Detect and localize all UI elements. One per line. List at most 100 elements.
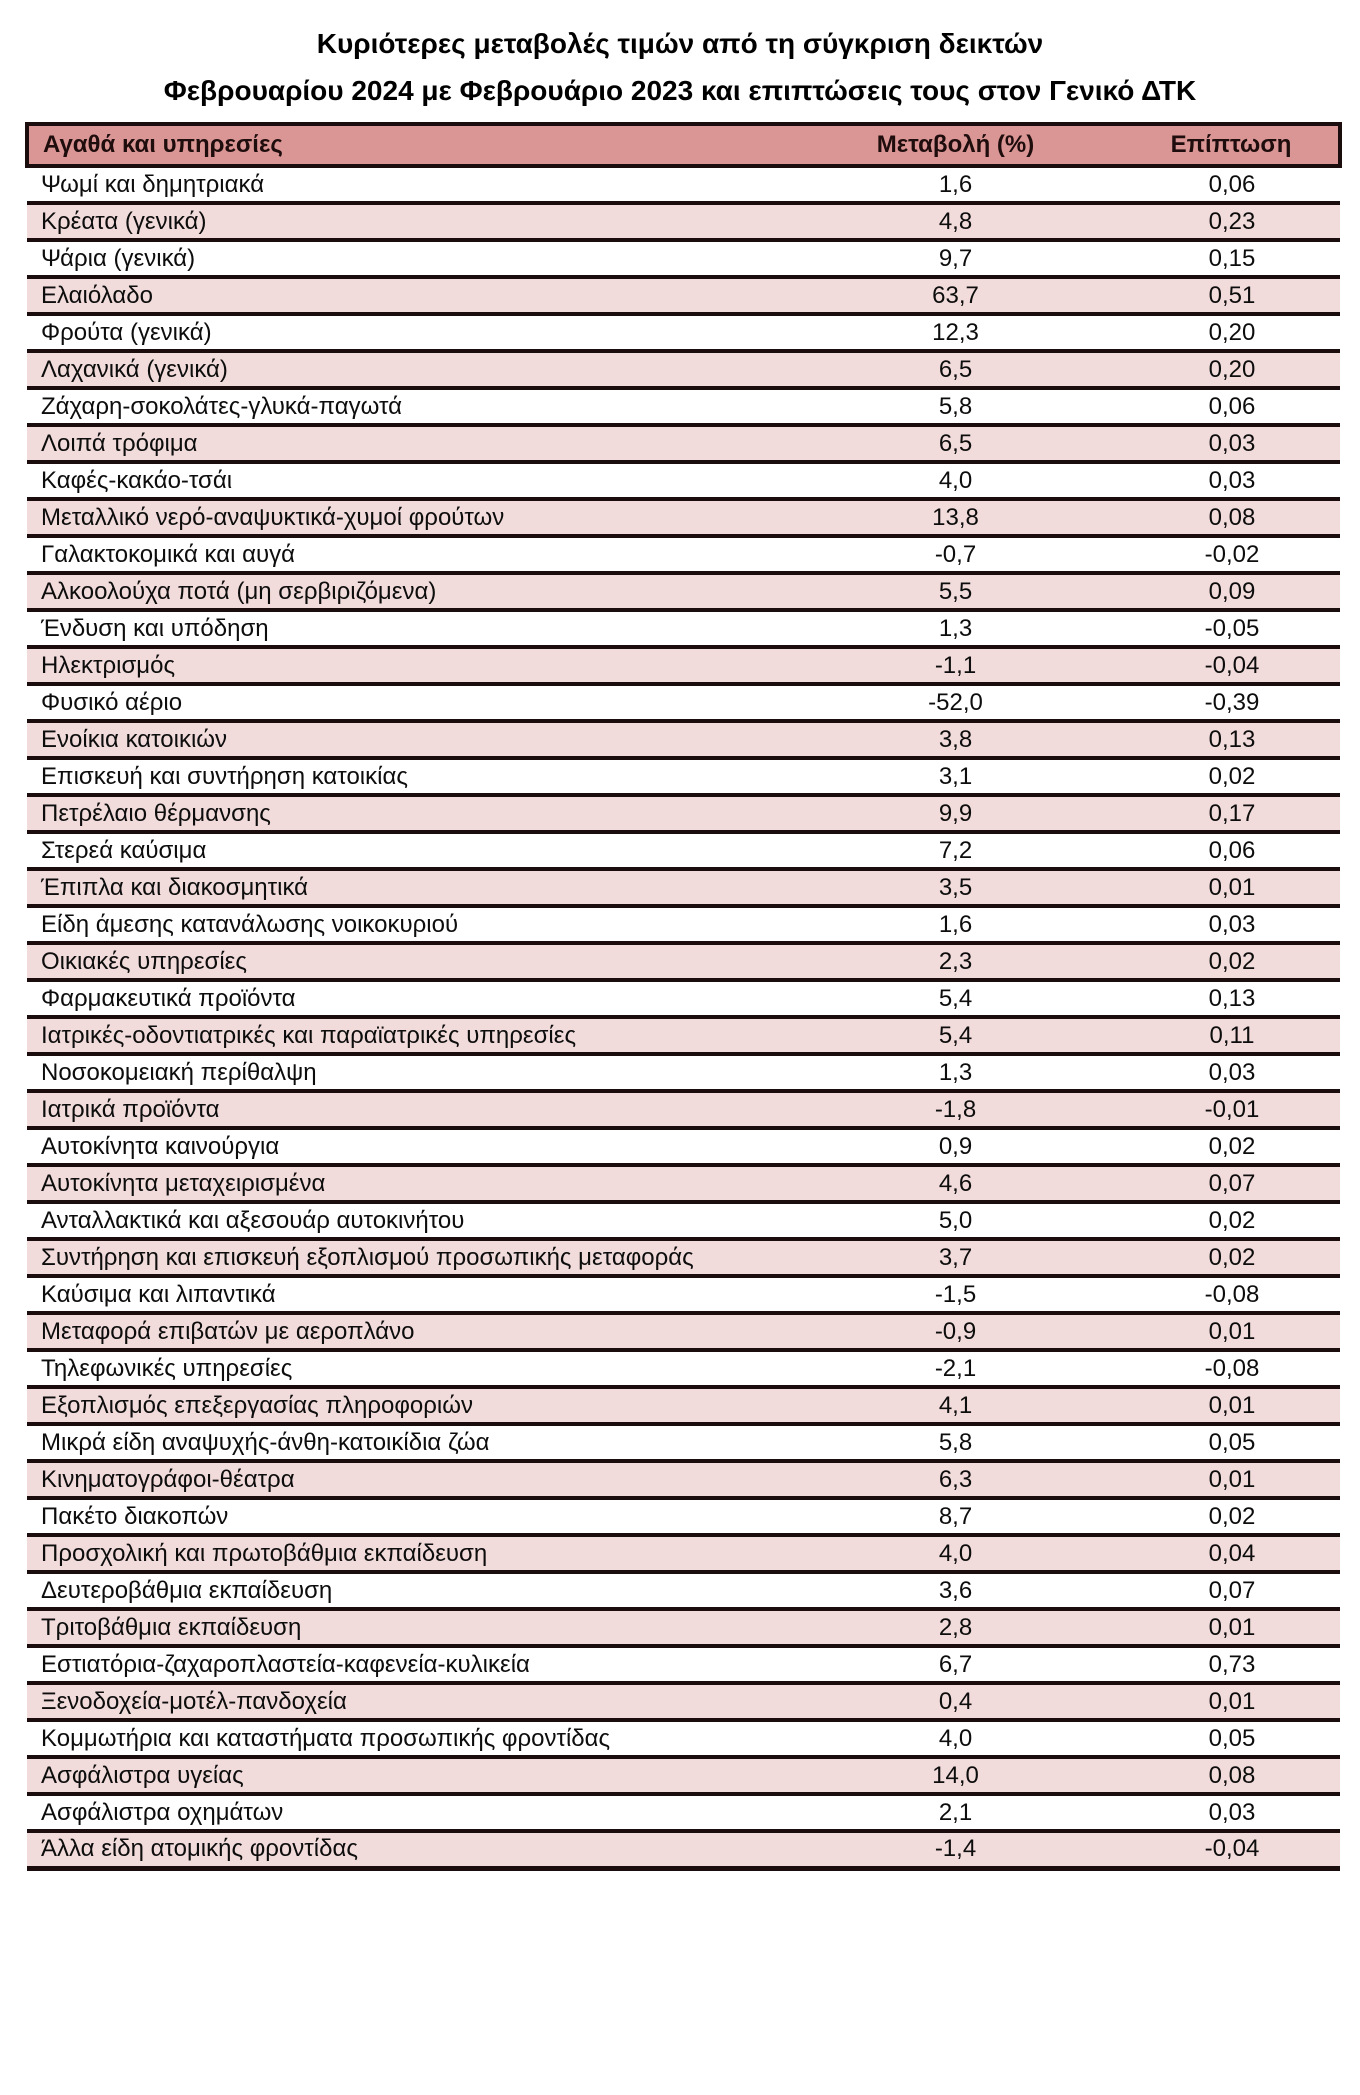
row-change-value: 6,3 — [787, 1461, 1124, 1500]
table-row: Μεταφορά επιβατών με αεροπλάνο -0,9 0,01 — [27, 1313, 1340, 1352]
row-impact-value: 0,01 — [1124, 1313, 1340, 1352]
row-label: Γαλακτοκομικά και αυγά — [27, 536, 787, 575]
row-impact-value: 0,06 — [1124, 388, 1340, 427]
table-row: Προσχολική και πρωτοβάθμια εκπαίδευση 4,0… — [27, 1535, 1340, 1574]
table-row: Ελαιόλαδο 63,7 0,51 — [27, 277, 1340, 316]
row-impact-value: 0,01 — [1124, 869, 1340, 908]
row-impact-value: -0,08 — [1124, 1350, 1340, 1389]
row-change-value: 9,7 — [787, 240, 1124, 279]
row-impact-value: 0,51 — [1124, 277, 1340, 316]
table-header-row: Αγαθά και υπηρεσίες Μεταβολή (%) Επίπτωσ… — [25, 122, 1342, 168]
row-change-value: 1,6 — [787, 166, 1124, 205]
table-row: Νοσοκομειακή περίθαλψη 1,3 0,03 — [27, 1054, 1340, 1093]
row-change-value: 3,5 — [787, 869, 1124, 908]
table-row: Εστιατόρια-ζαχαροπλαστεία-καφενεία-κυλικ… — [27, 1646, 1340, 1685]
row-change-value: 12,3 — [787, 314, 1124, 353]
row-impact-value: 0,05 — [1124, 1720, 1340, 1759]
row-change-value: 4,0 — [787, 462, 1124, 501]
row-impact-value: 0,02 — [1124, 1202, 1340, 1241]
table-row: Επισκευή και συντήρηση κατοικίας 3,1 0,02 — [27, 758, 1340, 797]
table-row: Εξοπλισμός επεξεργασίας πληροφοριών 4,1 0,… — [27, 1387, 1340, 1426]
row-label: Καφές-κακάο-τσάι — [27, 462, 787, 501]
table-row: Φρούτα (γενικά) 12,3 0,20 — [27, 314, 1340, 353]
row-impact-value: 0,73 — [1124, 1646, 1340, 1685]
row-label: Μικρά είδη αναψυχής-άνθη-κατοικίδια ζώα — [27, 1424, 787, 1463]
row-impact-value: 0,20 — [1124, 351, 1340, 390]
row-label: Είδη άμεσης κατανάλωσης νοικοκυριού — [27, 906, 787, 945]
table-row: Πετρέλαιο θέρμανσης 9,9 0,17 — [27, 795, 1340, 834]
table-row: Μικρά είδη αναψυχής-άνθη-κατοικίδια ζώα 5… — [27, 1424, 1340, 1463]
row-label: Λοιπά τρόφιμα — [27, 425, 787, 464]
row-change-value: 6,5 — [787, 425, 1124, 464]
price-changes-table: Αγαθά και υπηρεσίες Μεταβολή (%) Επίπτωσ… — [25, 122, 1342, 1871]
row-impact-value: 0,02 — [1124, 758, 1340, 797]
row-change-value: 4,8 — [787, 203, 1124, 242]
row-impact-value: 0,04 — [1124, 1535, 1340, 1574]
row-label: Ενοίκια κατοικιών — [27, 721, 787, 760]
table-row: Αυτοκίνητα καινούργια 0,9 0,02 — [27, 1128, 1340, 1167]
row-impact-value: 0,07 — [1124, 1165, 1340, 1204]
table-row: Άλλα είδη ατομικής φροντίδας -1,4 -0,04 — [27, 1831, 1340, 1871]
row-impact-value: 0,03 — [1124, 1794, 1340, 1833]
row-label: Λαχανικά (γενικά) — [27, 351, 787, 390]
row-impact-value: 0,08 — [1124, 1757, 1340, 1796]
row-impact-value: 0,01 — [1124, 1609, 1340, 1648]
row-label: Δευτεροβάθμια εκπαίδευση — [27, 1572, 787, 1611]
row-impact-value: 0,07 — [1124, 1572, 1340, 1611]
table-row: Λαχανικά (γενικά) 6,5 0,20 — [27, 351, 1340, 390]
row-impact-value: 0,15 — [1124, 240, 1340, 279]
row-change-value: 6,7 — [787, 1646, 1124, 1685]
table-row: Αλκοολούχα ποτά (μη σερβιριζόμενα) 5,5 0,0… — [27, 573, 1340, 612]
row-label: Ιατρικά προϊόντα — [27, 1091, 787, 1130]
row-change-value: -1,1 — [787, 647, 1124, 686]
row-change-value: 0,9 — [787, 1128, 1124, 1167]
row-change-value: 14,0 — [787, 1757, 1124, 1796]
row-impact-value: 0,02 — [1124, 1128, 1340, 1167]
row-impact-value: 0,03 — [1124, 425, 1340, 464]
row-change-value: 13,8 — [787, 499, 1124, 538]
table-row: Φυσικό αέριο -52,0 -0,39 — [27, 684, 1340, 723]
row-change-value: 4,1 — [787, 1387, 1124, 1426]
table-row: Ψάρια (γενικά) 9,7 0,15 — [27, 240, 1340, 279]
row-label: Κρέατα (γενικά) — [27, 203, 787, 242]
row-label: Εξοπλισμός επεξεργασίας πληροφοριών — [27, 1387, 787, 1426]
row-label: Ασφάλιστρα υγείας — [27, 1757, 787, 1796]
row-label: Άλλα είδη ατομικής φροντίδας — [27, 1831, 787, 1871]
row-change-value: 4,0 — [787, 1720, 1124, 1759]
row-label: Καύσιμα και λιπαντικά — [27, 1276, 787, 1315]
row-label: Πετρέλαιο θέρμανσης — [27, 795, 787, 834]
table-row: Ανταλλακτικά και αξεσουάρ αυτοκινήτου 5,0… — [27, 1202, 1340, 1241]
table-row: Ένδυση και υπόδηση 1,3 -0,05 — [27, 610, 1340, 649]
row-change-value: 8,7 — [787, 1498, 1124, 1537]
row-change-value: 4,6 — [787, 1165, 1124, 1204]
table-row: Ψωμί και δημητριακά 1,6 0,06 — [27, 166, 1340, 205]
row-impact-value: 0,11 — [1124, 1017, 1340, 1056]
row-change-value: -52,0 — [787, 684, 1124, 723]
row-impact-value: -0,08 — [1124, 1276, 1340, 1315]
row-impact-value: -0,04 — [1124, 647, 1340, 686]
row-impact-value: -0,01 — [1124, 1091, 1340, 1130]
table-row: Γαλακτοκομικά και αυγά -0,7 -0,02 — [27, 536, 1340, 575]
row-change-value: 7,2 — [787, 832, 1124, 871]
row-impact-value: 0,03 — [1124, 1054, 1340, 1093]
table-row: Συντήρηση και επισκευή εξοπλισμού προσωπ… — [27, 1239, 1340, 1278]
row-change-value: 5,8 — [787, 1424, 1124, 1463]
row-label: Ιατρικές-οδοντιατρικές και παραϊατρικές … — [27, 1017, 787, 1056]
row-change-value: 2,8 — [787, 1609, 1124, 1648]
table-row: Δευτεροβάθμια εκπαίδευση 3,6 0,07 — [27, 1572, 1340, 1611]
row-change-value: 63,7 — [787, 277, 1124, 316]
row-label: Ασφάλιστρα οχημάτων — [27, 1794, 787, 1833]
row-change-value: -0,9 — [787, 1313, 1124, 1352]
row-change-value: 4,0 — [787, 1535, 1124, 1574]
row-label: Αυτοκίνητα μεταχειρισμένα — [27, 1165, 787, 1204]
row-change-value: 5,4 — [787, 1017, 1124, 1056]
row-change-value: 1,6 — [787, 906, 1124, 945]
header-impact: Επίπτωση — [1124, 122, 1342, 168]
table-row: Ηλεκτρισμός -1,1 -0,04 — [27, 647, 1340, 686]
row-change-value: 1,3 — [787, 1054, 1124, 1093]
row-label: Νοσοκομειακή περίθαλψη — [27, 1054, 787, 1093]
row-change-value: -2,1 — [787, 1350, 1124, 1389]
row-impact-value: 0,03 — [1124, 462, 1340, 501]
table-row: Τηλεφωνικές υπηρεσίες -2,1 -0,08 — [27, 1350, 1340, 1389]
